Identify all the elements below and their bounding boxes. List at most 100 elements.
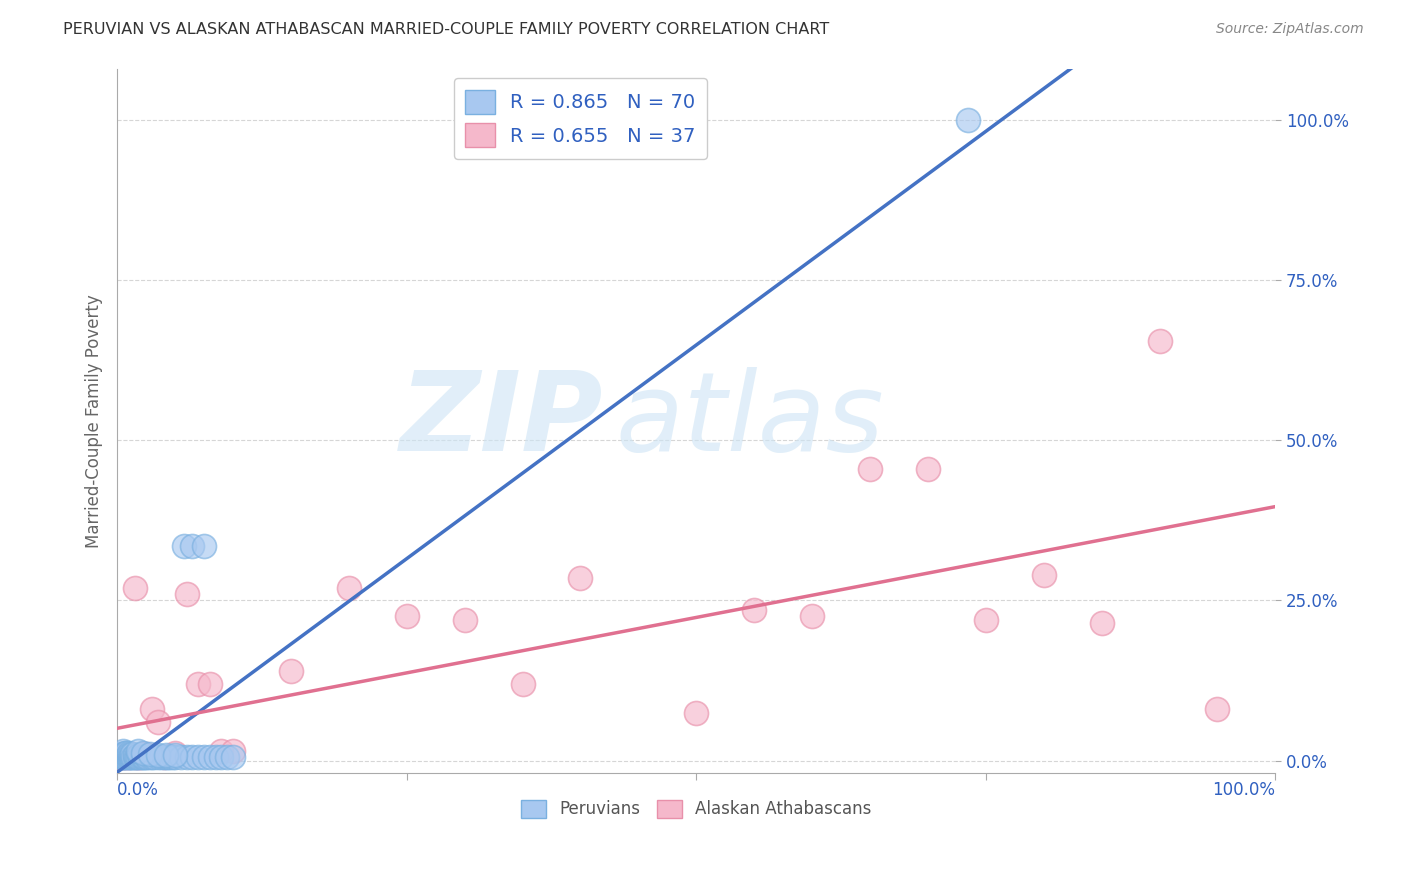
Point [181,539,204,553]
Point [152,750,174,764]
Point [117,748,139,763]
Point [118,746,141,760]
Point [512,676,534,690]
Point [112,747,135,762]
Point [337,581,360,595]
Point [111,747,134,762]
Point [127,750,149,764]
Point [124,581,146,595]
Point [121,750,143,764]
Point [117,750,139,764]
Point [974,613,997,627]
Point [141,702,163,716]
Point [859,462,882,476]
Point [114,750,136,764]
Point [165,750,187,764]
Point [131,750,153,764]
Point [118,747,141,762]
Point [162,750,184,764]
Point [115,746,138,760]
Point [146,715,169,730]
Point [112,750,135,764]
Point [742,603,765,617]
Point [114,746,136,760]
Point [131,746,153,760]
Text: PERUVIAN VS ALASKAN ATHABASCAN MARRIED-COUPLE FAMILY POVERTY CORRELATION CHART: PERUVIAN VS ALASKAN ATHABASCAN MARRIED-C… [63,22,830,37]
Point [108,747,131,762]
Point [118,750,141,764]
Point [685,706,707,720]
Point [128,748,150,763]
Point [1206,702,1229,716]
Point [801,609,824,624]
Point [165,748,187,763]
Point [176,587,198,601]
Point [209,744,232,758]
Point [395,609,418,624]
Point [111,747,134,762]
Point [187,750,209,764]
Point [118,750,141,764]
Point [131,750,153,764]
Point [187,676,209,690]
Point [141,750,163,764]
Point [135,750,157,764]
Point [157,750,180,764]
Point [125,750,148,764]
Point [131,747,153,762]
Point [114,748,136,763]
Point [170,750,193,764]
Point [111,750,134,764]
Point [150,750,173,764]
Point [127,744,149,758]
Point [1091,615,1114,630]
Point [453,613,475,627]
Text: atlas: atlas [616,368,884,475]
Point [569,571,592,585]
Point [108,750,131,764]
Point [120,748,142,763]
Point [124,748,146,763]
Point [111,750,134,764]
Point [204,750,226,764]
Point [124,750,146,764]
Point [129,750,152,764]
Point [143,750,166,764]
Point [110,750,132,764]
Point [165,746,187,760]
Point [198,750,221,764]
Point [173,539,195,553]
Text: 100.0%: 100.0% [1212,781,1275,799]
Point [957,112,980,127]
Y-axis label: Married-Couple Family Poverty: Married-Couple Family Poverty [86,294,103,548]
Point [120,750,142,764]
Point [222,744,245,758]
Point [155,750,177,764]
Point [121,747,143,762]
Point [124,750,146,764]
Point [1032,567,1054,582]
Point [1149,334,1171,348]
Point [217,750,239,764]
Point [146,750,169,764]
Point [115,750,138,764]
Point [118,750,141,764]
Point [135,747,157,762]
Point [222,750,245,764]
Point [159,750,181,764]
Point [111,750,134,764]
Point [129,750,152,764]
Point [146,748,169,763]
Point [280,664,302,678]
Point [181,750,204,764]
Point [138,750,160,764]
Point [115,748,138,763]
Text: 0.0%: 0.0% [117,781,159,799]
Point [127,750,149,764]
Point [155,748,177,763]
Point [115,750,138,764]
Point [138,747,160,762]
Point [122,750,145,764]
Point [112,750,135,764]
Point [136,750,159,764]
